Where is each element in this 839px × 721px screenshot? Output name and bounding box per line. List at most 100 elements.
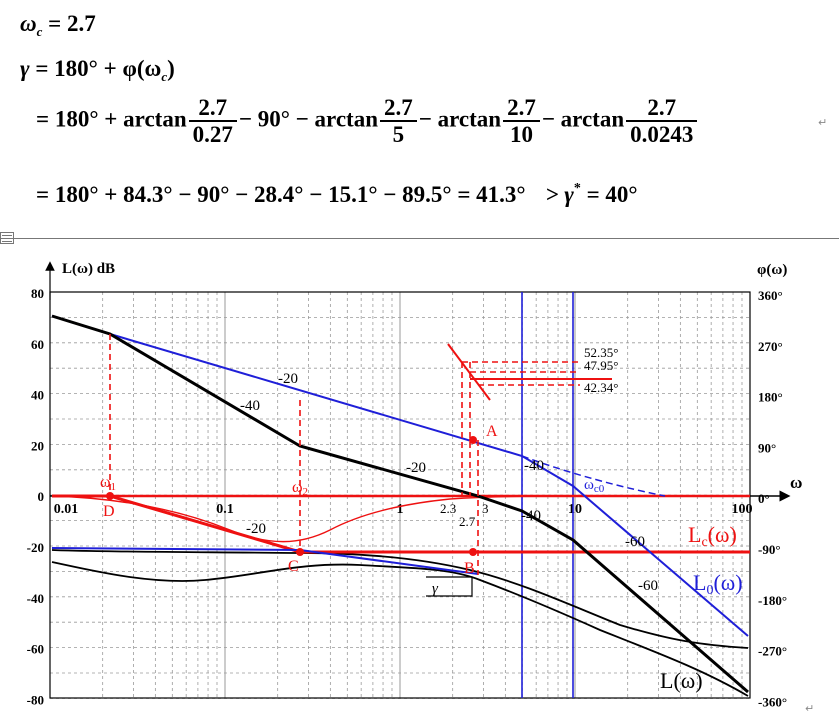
left-axis-title: L(ω) dB [62, 261, 115, 277]
point-label-D: D [103, 503, 115, 520]
left-tick-label: -20 [27, 540, 44, 555]
phase-tangent-line [447, 343, 491, 401]
right-axis-ticks: 360° 270° 180° 90° 0° -90° -180° -270° -360° [758, 288, 787, 709]
expansion-mid-2: − arctan [418, 106, 502, 132]
right-tick-label: -180° [758, 593, 787, 608]
compensator-curve-label: Lc(ω) [688, 522, 737, 550]
left-tick-label: -80 [27, 692, 44, 707]
close-paren: ) [167, 56, 175, 81]
fraction-numerator: 2.7 [626, 96, 698, 122]
left-tick-label: 80 [31, 286, 44, 301]
slope-label: -40 [521, 508, 541, 524]
x-minor-label: 2.7 [459, 514, 476, 529]
subscript: c [36, 24, 43, 39]
right-axis-title: φ(ω) [757, 262, 787, 278]
x-axis-symbol: ω [790, 473, 802, 492]
point-B [469, 548, 477, 556]
expansion-mid-1: − 90° − arctan [238, 106, 378, 132]
x-minor-label: 3 [482, 501, 489, 516]
fraction-numerator: 2.7 [188, 96, 237, 122]
fraction-3: 2.7 10 [503, 96, 540, 146]
equation-phase-arctan-expansion: = 180° + arctan 2.7 0.27− 90° − arctan 2.7 5… [36, 96, 699, 146]
angle-label: 52.35° [584, 345, 618, 360]
compensator-phase-curve [51, 495, 561, 543]
section-divider [0, 238, 839, 239]
corrected-curve-label: L(ω) [660, 668, 703, 693]
slope-label: -60 [625, 534, 645, 550]
left-tick-label: -40 [27, 591, 44, 606]
subscript: c [161, 69, 168, 84]
slope-label: -40 [524, 458, 544, 474]
equation-crossover-frequency: ωc = 2.7 [20, 12, 96, 38]
x-tick-label: 0.1 [216, 502, 234, 517]
fraction-denominator: 10 [509, 122, 533, 147]
x-tick-label: 10 [568, 502, 582, 517]
left-tick-label: 40 [31, 388, 44, 403]
left-tick-label: -60 [27, 642, 44, 657]
fraction-2: 2.7 5 [380, 96, 417, 146]
slope-label: -40 [240, 398, 260, 414]
x-tick-label: 1 [397, 502, 404, 517]
left-axis-ticks: 80 60 40 20 0 -20 -40 -60 -80 [27, 286, 44, 707]
gamma-bracket [426, 576, 473, 597]
point-label-C: C [288, 558, 299, 575]
slope-label: -20 [278, 371, 298, 387]
phase-curve-corrected [51, 561, 749, 697]
right-tick-label: 270° [758, 339, 783, 354]
fraction-denominator: 0.0243 [630, 122, 694, 147]
omega1-label: ω1 [100, 474, 116, 493]
left-tick-label: 20 [31, 438, 44, 453]
phase-expression: = 180° + φ(ω [35, 56, 162, 81]
x-tick-label: 0.01 [54, 502, 79, 517]
right-tick-label: 180° [758, 390, 783, 405]
right-tick-label: -90° [758, 542, 781, 557]
fraction-4: 2.7 0.0243 [626, 96, 698, 147]
result-expression: = 180° + 84.3° − 90° − 28.4° − 15.1° − 8… [36, 182, 526, 207]
right-tick-label: -360° [758, 694, 787, 709]
gamma-label: γ [432, 581, 439, 597]
point-label-A: A [486, 423, 498, 440]
x-tick-label: 100 [732, 502, 753, 517]
fraction-1: 2.7 0.27 [188, 96, 237, 147]
uncorrected-curve-label: L0(ω) [693, 570, 743, 598]
point-label-B: B [464, 560, 475, 577]
omega-c0-label: ωc0 [584, 477, 605, 495]
fraction-denominator: 5 [392, 122, 405, 147]
uncorrected-magnitude-dashed [521, 455, 666, 497]
right-tick-label: 90° [758, 440, 776, 455]
point-A [469, 436, 477, 444]
paragraph-mark-icon: ↵ [805, 702, 815, 715]
crossover-value: = 2.7 [48, 11, 96, 36]
comparison-gamma: > γ [545, 182, 574, 207]
angle-label: 42.34° [584, 380, 618, 395]
gamma-symbol: γ [20, 56, 30, 81]
equation-phase-margin-result: = 180° + 84.3° − 90° − 28.4° − 15.1° − 8… [36, 182, 638, 207]
comparison-tail: = 40° [586, 182, 638, 207]
right-tick-label: 0° [758, 491, 770, 506]
point-D [106, 492, 114, 500]
slope-label: -60 [638, 578, 658, 594]
fraction-numerator: 2.7 [503, 96, 540, 122]
fraction-numerator: 2.7 [380, 96, 417, 122]
superscript-star: * [573, 181, 581, 196]
point-C [296, 548, 304, 556]
angle-label: 47.95° [584, 358, 618, 373]
paragraph-mark-icon: ↵ [818, 116, 828, 129]
equation-phase-margin-definition: γ = 180° + φ(ωc) [20, 57, 175, 83]
right-tick-label: -270° [758, 644, 787, 659]
slope-label: -20 [246, 521, 266, 537]
expansion-mid-3: − arctan [541, 106, 625, 132]
left-tick-label: 0 [38, 489, 45, 504]
expansion-start: = 180° + arctan [36, 106, 187, 132]
right-tick-label: 360° [758, 288, 783, 303]
x-axis-ticks: 0.01 0.1 1 10 100 [54, 502, 753, 517]
phase-curve-uncorrected [51, 549, 749, 649]
comparison: > γ* = 40° [545, 182, 637, 207]
fraction-denominator: 0.27 [192, 122, 233, 147]
omega-symbol: ω [20, 11, 37, 36]
red-dashed-guides [109, 334, 580, 575]
slope-label: -20 [406, 460, 426, 476]
x-minor-label: 2.3 [440, 501, 456, 516]
left-tick-label: 60 [31, 337, 44, 352]
